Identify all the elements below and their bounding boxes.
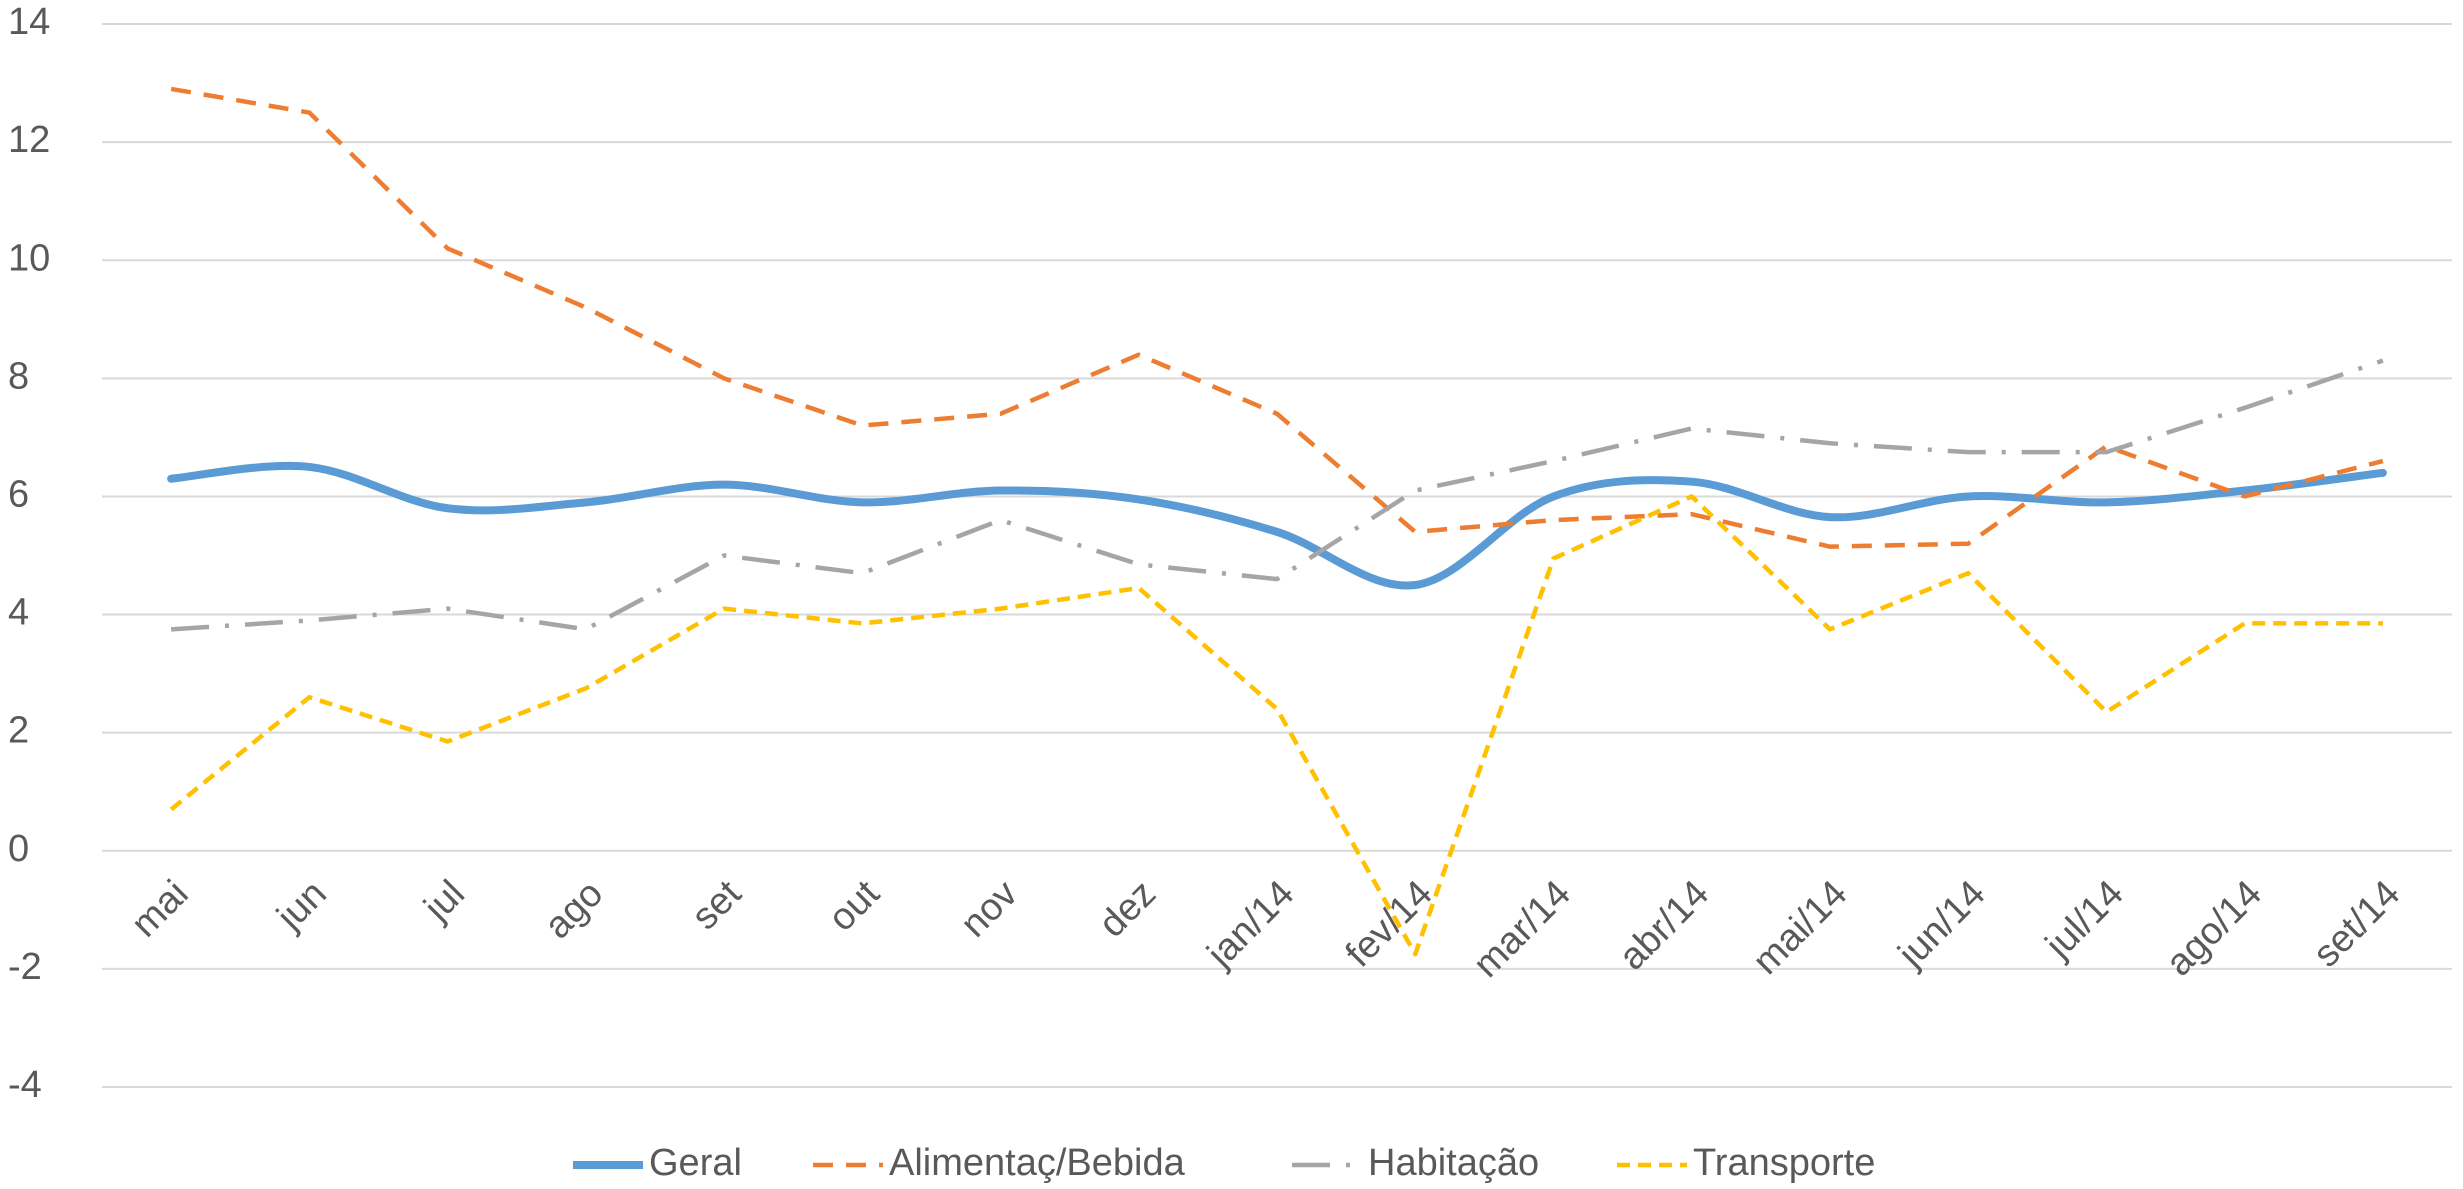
y-tick-label: 10 xyxy=(8,237,50,279)
x-tick-label: set xyxy=(684,872,750,938)
legend-label: Alimentaç/Bebida xyxy=(889,1142,1186,1184)
series-line xyxy=(169,494,2383,957)
x-tick-label: jul xyxy=(416,873,473,930)
y-tick-label: 8 xyxy=(8,355,29,397)
legend-item: Geral xyxy=(573,1142,742,1184)
y-tick-label: 0 xyxy=(8,828,29,870)
legend-label: Transporte xyxy=(1693,1142,1875,1184)
x-tick-label: nov xyxy=(953,873,1026,946)
y-tick-label: 2 xyxy=(8,710,29,752)
y-tick-label: -4 xyxy=(8,1064,42,1106)
y-tick-label: 6 xyxy=(8,473,29,515)
x-tick-label: dez xyxy=(1091,873,1164,946)
legend-item: Alimentaç/Bebida xyxy=(813,1142,1186,1184)
y-tick-label: 4 xyxy=(8,592,29,634)
legend-label: Habitação xyxy=(1368,1142,1539,1184)
x-tick-label: mai/14 xyxy=(1745,873,1855,983)
series-line xyxy=(170,86,2384,549)
x-tick-label: out xyxy=(821,872,888,939)
x-tick-label: ago xyxy=(537,873,612,948)
series-line xyxy=(167,461,2387,590)
legend-item: Habitação xyxy=(1292,1142,1539,1184)
y-tick-label: 14 xyxy=(8,1,50,43)
x-tick-label: set/14 xyxy=(2305,873,2408,976)
y-tick-label: 12 xyxy=(8,119,50,161)
x-tick-label: jan/14 xyxy=(1199,873,1303,977)
legend-label: Geral xyxy=(649,1142,742,1184)
x-tick-label: jun xyxy=(269,873,335,939)
x-tick-label: jun/14 xyxy=(1890,873,1994,977)
x-tick-label: ago/14 xyxy=(2158,873,2270,985)
x-tick-label: jul/14 xyxy=(2037,873,2132,968)
legend-item: Transporte xyxy=(1617,1142,1875,1184)
x-tick-label: mai xyxy=(124,873,197,946)
series-line xyxy=(170,358,2384,632)
y-tick-label: -2 xyxy=(8,946,42,988)
x-tick-label: abr/14 xyxy=(1611,873,1717,979)
